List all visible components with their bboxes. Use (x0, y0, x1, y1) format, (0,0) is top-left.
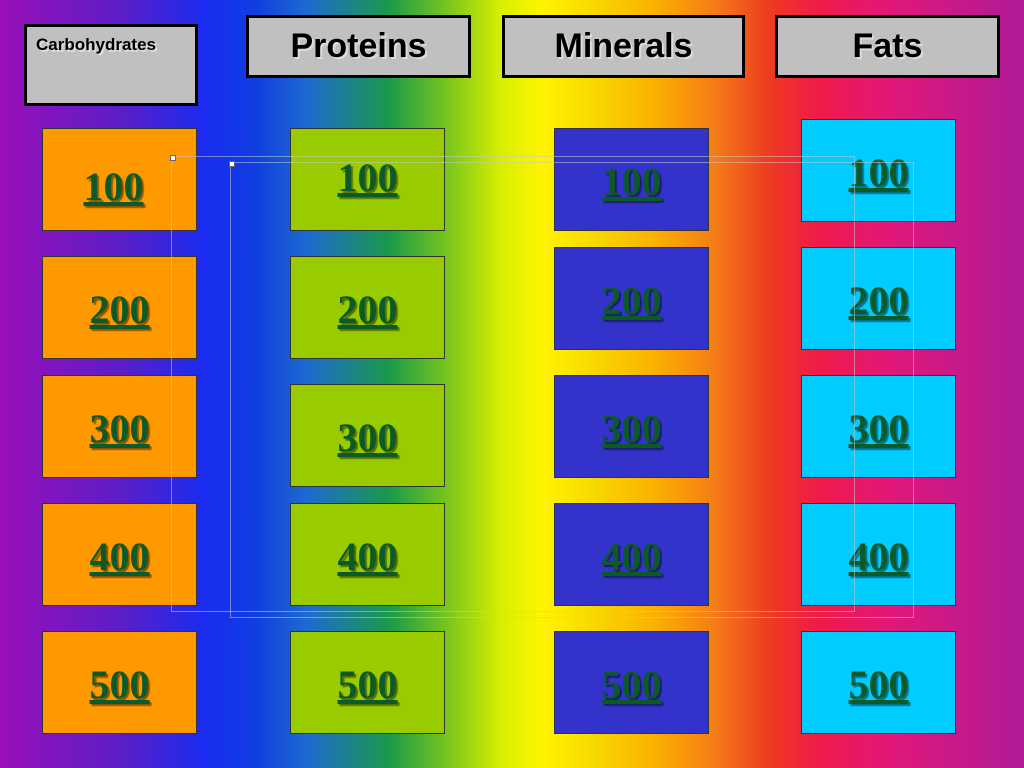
tile-minerals-500[interactable]: 500 (554, 631, 709, 734)
tile-minerals-300[interactable]: 300 (554, 375, 709, 478)
category-header-minerals: Minerals (502, 15, 745, 78)
tile-link[interactable]: 100 (848, 150, 909, 195)
tile-link[interactable]: 200 (601, 278, 662, 323)
tile-carbohydrates-500[interactable]: 500 (42, 631, 197, 734)
tile-link[interactable]: 500 (89, 662, 150, 707)
tile-fats-100[interactable]: 100 (801, 119, 956, 222)
tile-link[interactable]: 100 (83, 164, 144, 209)
tile-link[interactable]: 400 (337, 534, 398, 579)
tile-link[interactable]: 400 (848, 534, 909, 579)
tile-proteins-300[interactable]: 300 (290, 384, 445, 487)
selection-handle[interactable] (170, 155, 176, 161)
tile-fats-500[interactable]: 500 (801, 631, 956, 734)
tile-link[interactable]: 200 (848, 278, 909, 323)
selection-outline (171, 156, 855, 612)
tile-proteins-200[interactable]: 200 (290, 256, 445, 359)
tile-link[interactable]: 500 (601, 662, 662, 707)
category-header-proteins: Proteins (246, 15, 471, 78)
tile-link[interactable]: 300 (601, 406, 662, 451)
tile-link[interactable]: 500 (848, 662, 909, 707)
category-label-carbohydrates: Carbohydrates (36, 35, 156, 54)
category-header-carbohydrates: Carbohydrates (24, 24, 198, 106)
tile-link[interactable]: 200 (337, 287, 398, 332)
category-header-fats: Fats (775, 15, 1000, 78)
tile-link[interactable]: 100 (601, 159, 662, 204)
tile-fats-300[interactable]: 300 (801, 375, 956, 478)
tile-link[interactable]: 400 (89, 534, 150, 579)
tile-link[interactable]: 300 (89, 406, 150, 451)
tile-link[interactable]: 200 (89, 287, 150, 332)
category-label-proteins: Proteins (290, 27, 427, 65)
category-label-fats: Fats (852, 27, 923, 65)
category-label-minerals: Minerals (554, 27, 693, 65)
tile-link[interactable]: 400 (601, 534, 662, 579)
tile-fats-200[interactable]: 200 (801, 247, 956, 350)
selection-handle[interactable] (229, 161, 235, 167)
tile-proteins-100[interactable]: 100 (290, 128, 445, 231)
tile-minerals-100[interactable]: 100 (554, 128, 709, 231)
tile-link[interactable]: 300 (337, 415, 398, 460)
tile-minerals-400[interactable]: 400 (554, 503, 709, 606)
tile-minerals-200[interactable]: 200 (554, 247, 709, 350)
tile-link[interactable]: 300 (848, 406, 909, 451)
tile-fats-400[interactable]: 400 (801, 503, 956, 606)
selection-outline (230, 162, 914, 618)
tile-link[interactable]: 500 (337, 662, 398, 707)
tile-proteins-400[interactable]: 400 (290, 503, 445, 606)
tile-proteins-500[interactable]: 500 (290, 631, 445, 734)
